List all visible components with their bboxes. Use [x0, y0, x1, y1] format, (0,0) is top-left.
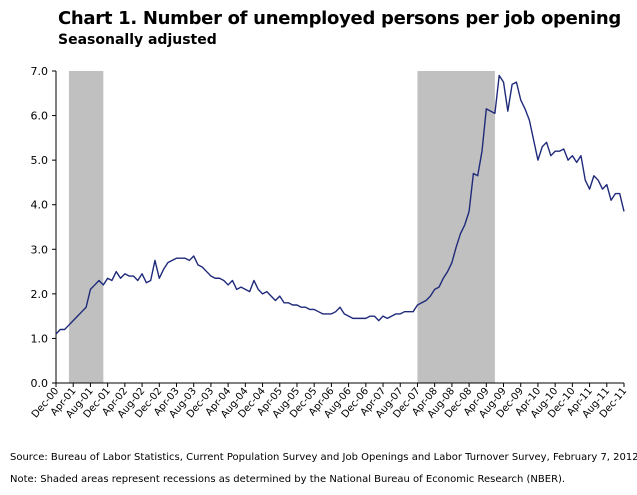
series-line — [55, 74, 625, 335]
y-tick-label: 3.0 — [31, 243, 49, 256]
source-note: Source: Bureau of Labor Statistics, Curr… — [10, 452, 637, 463]
y-tick-label: 6.0 — [31, 110, 49, 123]
chart-subtitle: Seasonally adjusted — [58, 32, 217, 48]
x-tick-labels: Dec-00Apr-01Aug-01Dec-01Apr-02Aug-02Dec-… — [30, 386, 629, 421]
recession-bands — [68, 71, 495, 383]
y-tick-label: 1.0 — [31, 332, 49, 345]
y-tick-label: 4.0 — [31, 199, 49, 212]
y-tick-label: 5.0 — [31, 154, 49, 167]
series-layer — [55, 74, 625, 335]
y-tick-label: 0.0 — [31, 377, 49, 390]
y-tick-label: 7.0 — [31, 65, 49, 78]
y-tick-labels: 0.0 1.0 2.0 3.0 4.0 5.0 6.0 7.0 — [31, 65, 49, 390]
chart-title: Chart 1. Number of unemployed persons pe… — [58, 8, 622, 29]
recession-band-2 — [417, 71, 495, 383]
y-tick-label: 2.0 — [31, 288, 49, 301]
recession-note: Note: Shaded areas represent recessions … — [10, 474, 566, 485]
axes — [52, 70, 625, 387]
recession-band-1 — [68, 71, 104, 383]
